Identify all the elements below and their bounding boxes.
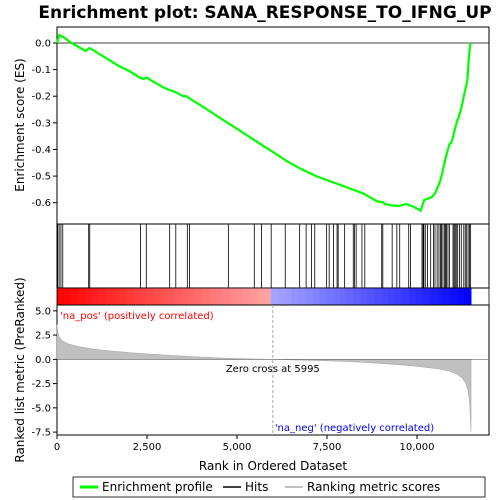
rank-color-segment: [195, 288, 203, 305]
es-y-tick-label: -0.3: [31, 118, 51, 129]
rank-color-segment: [443, 288, 451, 305]
rank-color-segment: [257, 288, 265, 305]
es-y-tick-label: 0.0: [35, 38, 51, 49]
rank-color-segment: [57, 288, 65, 305]
rank-color-segment: [367, 288, 375, 305]
rank-color-segment: [333, 288, 341, 305]
rank-color-segment: [422, 288, 431, 305]
metric-y-tick-label: -5.0: [31, 403, 51, 414]
hits-frame: [56, 223, 490, 289]
rank-color-segment: [105, 288, 113, 305]
rank-color-segment: [284, 288, 293, 305]
rank-color-segment: [188, 288, 196, 305]
legend-frame: [72, 476, 486, 498]
rank-color-segment: [339, 288, 348, 305]
es-y-tick-label: -0.4: [31, 145, 51, 156]
rank-color-segment: [326, 288, 334, 305]
rank-color-segment: [229, 288, 237, 305]
rank-color-segment: [119, 288, 127, 305]
enrichment-profile-line: [55, 33, 472, 213]
rank-color-segment: [167, 288, 175, 305]
rank-color-segment: [381, 288, 389, 305]
metric-y-tick-label: 0.0: [35, 355, 51, 366]
x-axis-label: Rank in Ordered Dataset: [199, 459, 347, 473]
rank-color-segment: [126, 288, 134, 305]
rank-color-segment: [429, 288, 437, 305]
rank-color-segment: [208, 288, 217, 305]
rank-color-segment: [160, 288, 168, 305]
metric-y-tick-label: -7.5: [31, 428, 51, 439]
rank-color-segment: [408, 288, 417, 305]
rank-color-segment: [374, 288, 382, 305]
rank-color-segment: [91, 288, 99, 305]
legend: Enrichment profile Hits Ranking metric s…: [72, 476, 486, 498]
rank-color-segment: [63, 288, 72, 305]
ranking-metric-area: [56, 324, 472, 433]
rank-color-segment: [181, 288, 189, 305]
rank-color-segment: [353, 288, 362, 305]
rank-color-segment: [146, 288, 155, 305]
positive-correlation-label: 'na_pos' (positively correlated): [60, 311, 214, 322]
x-tick-label: 2,500: [133, 442, 162, 453]
rank-color-segment: [84, 288, 92, 305]
es-panel: 0.0 -0.1 -0.2 -0.3 -0.4 -0.5 -0.6: [31, 26, 490, 225]
rank-color-segment: [77, 288, 86, 305]
rank-color-segment: [264, 288, 272, 305]
es-y-tick-label: -0.5: [31, 172, 51, 183]
rank-color-segment: [388, 288, 396, 305]
x-tick-label: 10,000: [400, 442, 435, 453]
rank-color-segment: [415, 288, 424, 305]
es-frame: [56, 26, 490, 225]
rank-color-segment: [215, 288, 224, 305]
rank-color-segment: [402, 288, 410, 305]
rank-color-segment: [319, 288, 327, 305]
rank-color-segment: [132, 288, 141, 305]
rank-color-segment: [153, 288, 161, 305]
rank-color-segment: [139, 288, 148, 305]
rank-color-segment: [298, 288, 306, 305]
rank-color-segment: [201, 288, 210, 305]
rank-color-segment: [457, 288, 465, 305]
hits-panel: [56, 223, 490, 289]
es-y-tick-label: -0.1: [31, 65, 51, 76]
x-tick-label: 5,000: [223, 442, 252, 453]
rank-color-segment: [236, 288, 244, 305]
metric-y-tick-label: 2.5: [35, 331, 51, 342]
x-tick-label: 0: [54, 442, 60, 453]
negative-correlation-label: 'na_neg' (negatively correlated): [275, 423, 434, 434]
legend-metric-label: Ranking metric scores: [307, 480, 440, 494]
rank-color-segment: [464, 288, 472, 305]
metric-panel: 5.0 2.5 0.0 -2.5 -5.0 -7.50 2,500 5,000 7,500 10,…: [31, 304, 490, 453]
rank-color-segment: [360, 288, 368, 305]
rank-color-segment: [270, 288, 279, 305]
metric-axis-label: Ranked list metric (PreRanked): [13, 277, 27, 462]
es-y-tick-label: -0.2: [31, 92, 51, 103]
rank-color-segment: [395, 288, 403, 305]
es-y-tick-label: -0.6: [31, 198, 51, 209]
metric-y-tick-label: 5.0: [35, 306, 51, 317]
rank-color-segment: [277, 288, 286, 305]
rank-colorbar: [56, 287, 490, 306]
rank-color-segment: [222, 288, 230, 305]
rank-color-segment: [346, 288, 355, 305]
chart-title: Enrichment plot: SANA_RESPONSE_TO_IFNG_U…: [38, 3, 491, 23]
rank-color-segment: [70, 288, 79, 305]
rank-color-segment: [112, 288, 120, 305]
legend-hits-label: Hits: [245, 480, 268, 494]
rank-color-segment: [243, 288, 251, 305]
rank-color-segment: [312, 288, 320, 305]
rank-color-segment: [98, 288, 106, 305]
rank-color-segment: [436, 288, 444, 305]
x-tick-label: 7,500: [313, 442, 342, 453]
zero-cross-label: Zero cross at 5995: [226, 364, 320, 375]
rank-color-segment: [174, 288, 182, 305]
legend-enrichment-label: Enrichment profile: [102, 480, 213, 494]
rank-color-segment: [291, 288, 299, 305]
rank-color-segment: [450, 288, 458, 305]
rank-color-segment: [250, 288, 258, 305]
es-axis-label: Enrichment score (ES): [13, 58, 27, 191]
rank-color-segment: [305, 288, 313, 305]
metric-y-tick-label: -2.5: [31, 379, 51, 390]
